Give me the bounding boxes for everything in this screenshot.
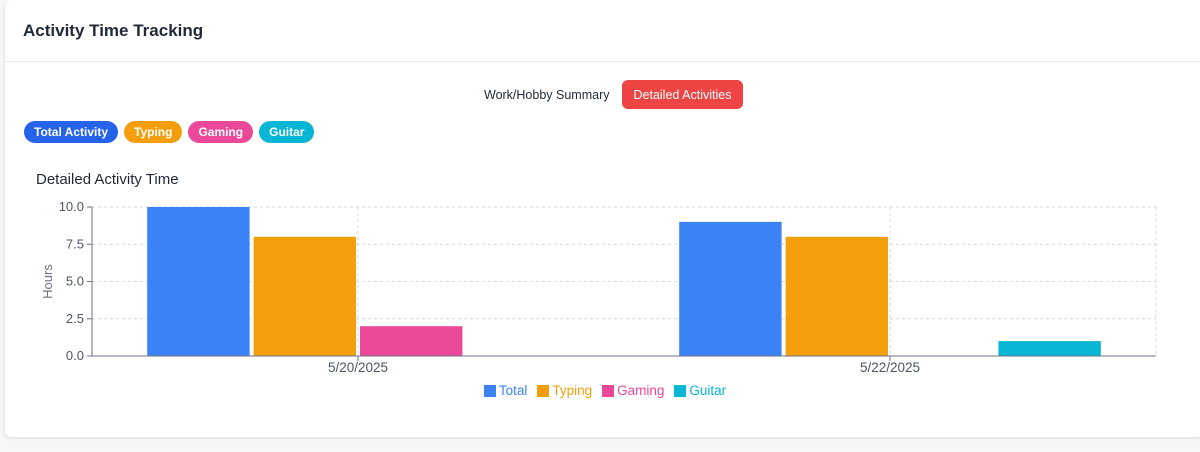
legend-item-gaming[interactable]: Gaming	[602, 383, 664, 398]
chart-title: Detailed Activity Time	[36, 171, 179, 188]
page-title: Activity Time Tracking	[23, 20, 204, 40]
legend-item-typing[interactable]: Typing	[537, 383, 592, 398]
legend-swatch	[674, 384, 687, 397]
legend-label: Gaming	[617, 383, 665, 398]
activity-filter-chips: Total Activity Typing Gaming Guitar	[24, 121, 315, 143]
y-tick-label: 7.5	[66, 236, 84, 251]
legend-swatch	[537, 384, 550, 397]
bar-gaming	[360, 326, 463, 356]
legend-item-total[interactable]: Total	[483, 383, 528, 398]
y-tick-label: 10.0	[59, 199, 84, 214]
legend-swatch	[483, 384, 496, 397]
y-axis-label: Hours	[40, 264, 55, 299]
legend-swatch	[602, 384, 615, 397]
bar-chart: 0.0 2.5 5.0 7.5 10.0 5/20/2025 5/22/2025 Hours	[40, 199, 1157, 375]
bar-guitar	[998, 341, 1101, 356]
view-toggle: Work/Hobby Summary Detailed Activities	[472, 80, 744, 109]
chip-total-activity[interactable]: Total Activity	[24, 121, 119, 143]
chip-typing[interactable]: Typing	[124, 121, 183, 143]
y-tick-label: 5.0	[66, 274, 84, 289]
chart-legend: Total Typing Gaming Guitar	[5, 383, 1200, 398]
y-tick-label: 0.0	[66, 348, 84, 363]
chip-gaming[interactable]: Gaming	[188, 121, 254, 143]
legend-label: Guitar	[689, 383, 727, 398]
chip-guitar[interactable]: Guitar	[259, 121, 315, 143]
legend-label: Typing	[552, 383, 593, 398]
x-tick-label: 5/20/2025	[328, 360, 388, 375]
y-tick-label: 2.5	[66, 311, 84, 326]
detailed-tab-button[interactable]: Detailed Activities	[621, 80, 744, 109]
bar-typing	[785, 236, 888, 356]
card-header: Activity Time Tracking	[5, 0, 1200, 62]
legend-item-guitar[interactable]: Guitar	[674, 383, 726, 398]
summary-tab-button[interactable]: Work/Hobby Summary	[472, 80, 622, 109]
bar-typing	[253, 236, 356, 356]
activity-card: Activity Time Tracking Work/Hobby Summar…	[5, 0, 1200, 437]
x-tick-label: 5/22/2025	[860, 360, 920, 375]
bar-total	[679, 221, 782, 356]
legend-label: Total	[498, 383, 528, 398]
bar-total	[147, 207, 250, 356]
